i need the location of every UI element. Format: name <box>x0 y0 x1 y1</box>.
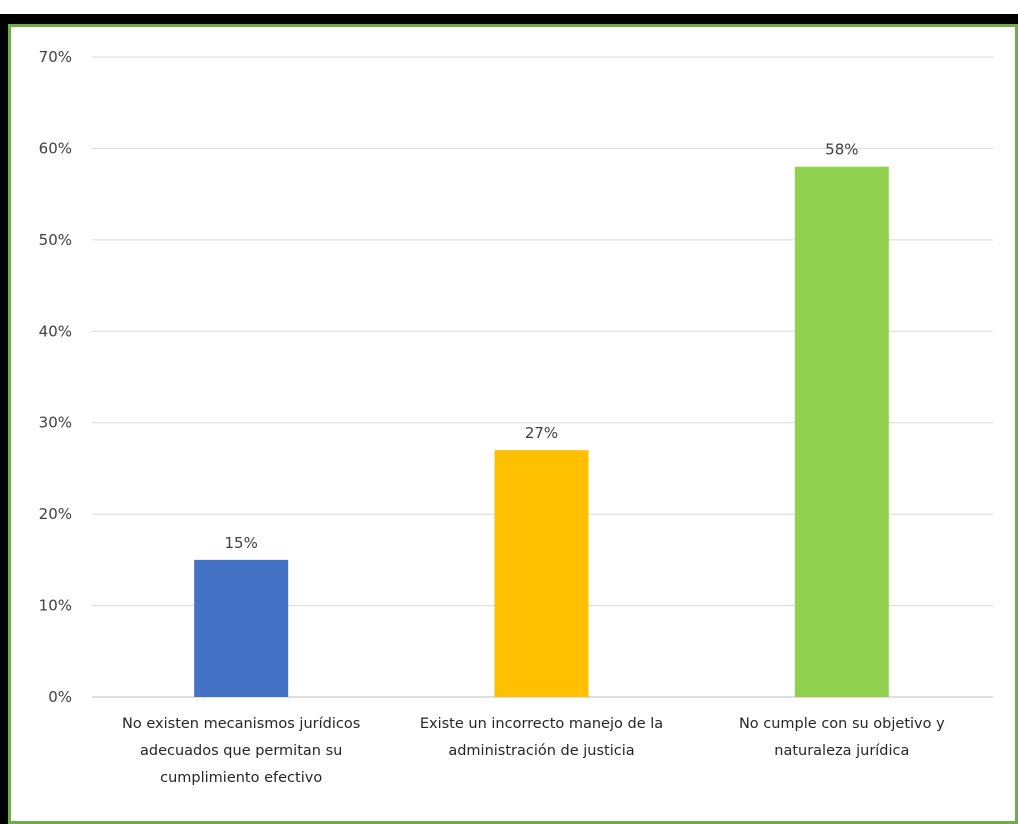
category-label: No existen mecanismos jurídicos <box>122 716 360 732</box>
y-tick-label: 10% <box>39 597 72 615</box>
data-label: 27% <box>525 424 558 442</box>
data-label: 15% <box>224 534 257 552</box>
bar <box>794 166 889 697</box>
bar <box>194 559 289 697</box>
category-label: cumplimiento efectivo <box>160 770 322 786</box>
y-tick-label: 40% <box>39 322 72 340</box>
y-tick-label: 20% <box>39 505 72 523</box>
bar <box>494 450 589 697</box>
category-label: No cumple con su objetivo y <box>739 716 945 732</box>
category-label: adecuados que permitan su <box>140 743 342 759</box>
category-label: naturaleza jurídica <box>774 743 909 759</box>
category-label: administración de justicia <box>448 743 634 759</box>
y-tick-label: 0% <box>48 688 72 706</box>
y-tick-label: 70% <box>39 48 72 66</box>
category-label: Existe un incorrecto manejo de la <box>420 716 663 732</box>
y-tick-label: 50% <box>39 231 72 249</box>
y-tick-label: 60% <box>39 139 72 157</box>
y-tick-label: 30% <box>39 414 72 432</box>
data-label: 58% <box>825 141 858 159</box>
